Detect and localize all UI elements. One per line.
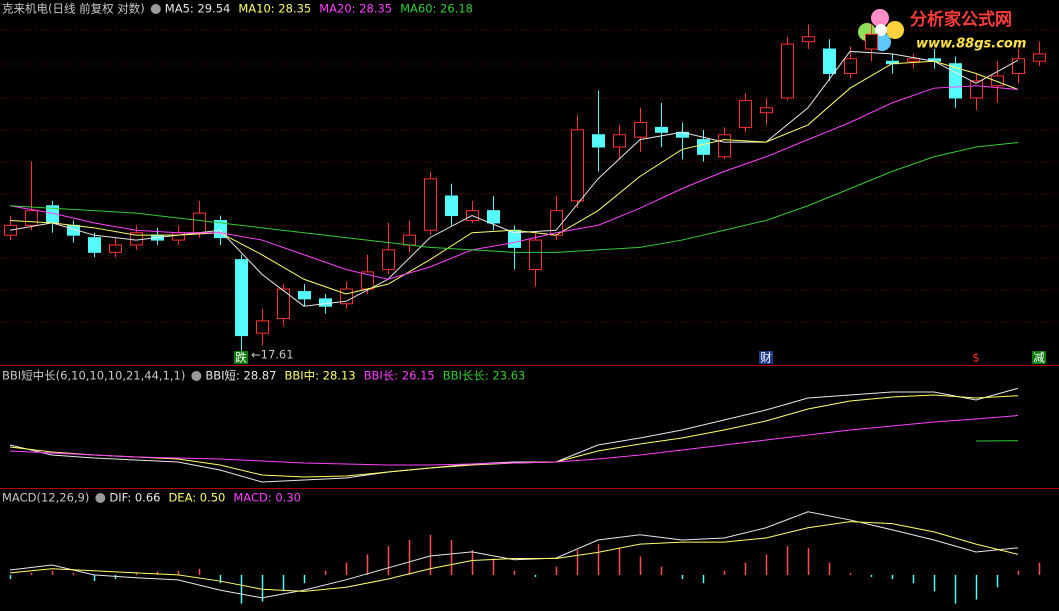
panel-title: MACD(12,26,9) <box>2 491 89 505</box>
candle-body <box>235 259 248 337</box>
legend-entry: BBI短: 28.87 <box>205 369 276 383</box>
candle-body <box>781 43 794 99</box>
legend-entry: MACD: 0.30 <box>233 491 301 505</box>
indicator-line <box>9 60 1019 295</box>
candle-body <box>991 75 1004 87</box>
settings-icon <box>191 371 202 381</box>
signal-marker: $ <box>972 351 979 365</box>
candle-body <box>613 134 626 148</box>
settings-icon <box>150 4 161 14</box>
candle-body <box>844 58 857 74</box>
candle-body <box>403 234 416 246</box>
signal-marker-box <box>234 351 248 364</box>
indicator-line <box>9 415 1019 466</box>
indicator-line <box>9 511 1019 599</box>
candle-body <box>256 320 269 334</box>
candle-body <box>739 99 752 128</box>
candle-body <box>109 244 122 253</box>
legend-entry: MA10: 28.35 <box>238 2 311 16</box>
candle-body <box>655 126 668 133</box>
logo-url: www.88gs.com <box>916 37 1026 52</box>
settings-icon <box>95 493 106 503</box>
signal-marker-box <box>759 351 773 364</box>
candle-body <box>823 48 836 74</box>
candle-body <box>592 134 605 148</box>
indicator-line <box>9 387 1019 483</box>
panel-title: 克来机电(日线 前复权 对数) <box>2 2 145 16</box>
logo-center <box>875 24 887 36</box>
candle-body <box>970 80 983 99</box>
indicator-line <box>9 85 1019 280</box>
indicator-line <box>9 521 1019 592</box>
candle-body <box>487 210 500 224</box>
candle-body <box>193 212 206 234</box>
candle-body <box>1012 58 1025 74</box>
candle-body <box>865 33 878 50</box>
candle-body <box>949 63 962 99</box>
candle-body <box>277 288 290 319</box>
legend-entry: BBI长长: 23.63 <box>443 369 526 383</box>
candle-body <box>172 232 185 241</box>
signal-marker-box <box>969 351 983 364</box>
candle-body <box>907 58 920 62</box>
candle-body <box>529 239 542 270</box>
legend-entry: BBI中: 28.13 <box>284 369 355 383</box>
legend-entry: DEA: 0.50 <box>168 491 225 505</box>
indicator-line <box>9 142 1019 253</box>
candle-body <box>634 121 647 138</box>
candle-body <box>88 237 101 253</box>
signal-marker-box <box>1032 351 1046 364</box>
logo-title: 分析家公式网 <box>910 9 1012 30</box>
candle-body <box>697 139 710 155</box>
candle-body <box>424 178 437 231</box>
candle-body <box>1033 53 1046 62</box>
candle-body <box>571 129 584 202</box>
signal-marker: 财 <box>760 351 772 365</box>
legend-entry: MA20: 28.35 <box>319 2 392 16</box>
low-annotation: ←17.61 <box>251 348 294 362</box>
candle-body <box>382 249 395 270</box>
candle-body <box>802 36 815 43</box>
candle-body <box>319 298 332 307</box>
candle-body <box>25 210 38 226</box>
grid <box>0 29 1059 323</box>
candle-body <box>298 291 311 300</box>
legend-entry: MA5: 29.54 <box>165 2 231 16</box>
candle-body <box>445 195 458 217</box>
logo-petal <box>886 21 904 39</box>
legend-entry: BBI长: 26.15 <box>364 369 435 383</box>
signal-marker: 跌 <box>235 351 247 365</box>
logo-petal <box>871 9 889 27</box>
legend-entry: DIF: 0.66 <box>109 491 160 505</box>
panel-title: BBI短中长(6,10,10,10,21,44,1,1) <box>2 369 185 383</box>
candle-body <box>760 107 773 114</box>
candle-body <box>718 134 731 158</box>
legend-entry: MA60: 26.18 <box>400 2 473 16</box>
signal-marker: 减 <box>1033 351 1045 365</box>
